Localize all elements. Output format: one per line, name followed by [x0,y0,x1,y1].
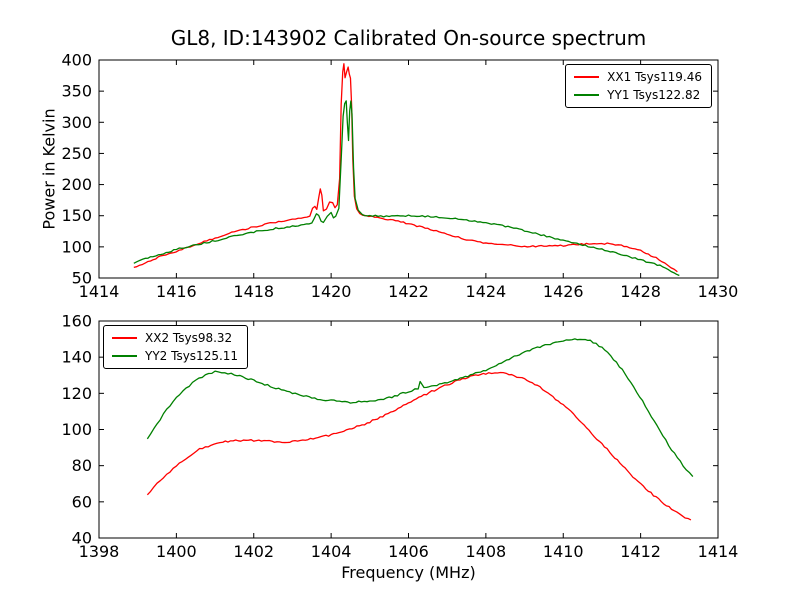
legend-line-xx2-icon [112,337,137,339]
x-tick-label: 1416 [156,282,197,301]
legend-entry-yy1: YY1 Tsys122.82 [574,87,702,103]
x-tick-label: 1426 [543,282,584,301]
x-tick-label: 1412 [620,542,661,561]
subplot-1: 1398 1400 1402 1404 1406 1408 1410 1412 1414 40 60… [61,312,738,562]
series-yy2 [146,338,694,477]
y-tick-label: 40 [72,529,92,548]
x-tick-label: 1420 [311,282,352,301]
x-tick-label: 1418 [233,282,274,301]
x-tick-label: 1402 [233,542,274,561]
y-tick-label: 400 [61,51,92,70]
y-tick-label: 50 [72,269,92,288]
y-tick-label: 140 [61,348,92,367]
x-tick-label: 1398 [79,542,120,561]
legend-top-plot: XX1 Tsys119.46 YY1 Tsys122.82 [565,64,712,108]
y-tick-label: 200 [61,175,92,194]
y-tick-label: 80 [72,456,92,475]
x-tick-label: 1414 [698,542,739,561]
y-tick-label: 160 [61,312,92,331]
x-tick-label: 1424 [466,282,507,301]
x-tick-label: 1410 [543,542,584,561]
y-tick-label: 250 [61,144,92,163]
series-xx1 [133,63,678,273]
legend-line-xx1-icon [574,76,600,78]
x-tick-label: 1430 [698,282,739,301]
x-axis-label-bottom-plot: Frequency (MHz) [341,563,476,582]
x-tick-label: 1408 [466,542,507,561]
figure-title: GL8, ID:143902 Calibrated On-source spec… [170,26,647,50]
x-tick-label: 1406 [388,542,429,561]
legend-entry-xx1: XX1 Tsys119.46 [574,69,702,85]
legend-bottom-plot: XX2 Tsys98.32 YY2 Tsys125.11 [103,325,249,369]
y-tick-label: 300 [61,113,92,132]
legend-label-yy1: YY1 Tsys122.82 [607,88,701,102]
x-tick-label: 1428 [620,282,661,301]
legend-line-yy2-icon [112,355,137,357]
subplot-0: 1414 1416 1418 1420 1422 1424 1426 1428 1430 50 10… [61,51,738,302]
legend-label-xx2: XX2 Tsys98.32 [145,331,233,345]
y-tick-label: 120 [61,384,92,403]
x-tick-label: 1422 [388,282,429,301]
y-tick-label: 350 [61,82,92,101]
series-xx2 [146,371,692,521]
legend-label-xx1: XX1 Tsys119.46 [607,70,702,84]
legend-label-yy2: YY2 Tsys125.11 [145,349,239,363]
x-tick-label: 1400 [156,542,197,561]
x-tick-label: 1414 [79,282,120,301]
legend-line-yy1-icon [574,94,600,96]
y-tick-label: 100 [61,237,92,256]
y-tick-label: 60 [72,492,92,511]
series-yy1 [133,100,680,277]
x-tick-label: 1404 [311,542,352,561]
legend-entry-xx2: XX2 Tsys98.32 [112,330,238,346]
y-axis-label-top-plot: Power in Kelvin [39,108,59,230]
y-tick-label: 100 [61,420,92,439]
y-tick-label: 150 [61,206,92,225]
legend-entry-yy2: YY2 Tsys125.11 [112,348,238,364]
